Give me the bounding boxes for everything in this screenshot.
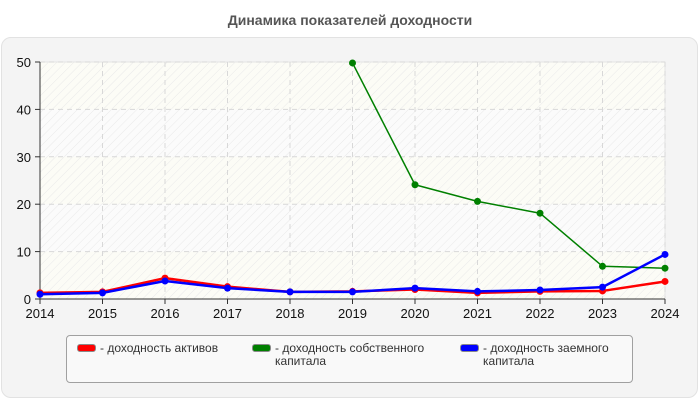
chart-title: Динамика показателей доходности <box>227 12 473 28</box>
legend-label: - доходность заемного капитала <box>483 341 609 368</box>
data-point[interactable] <box>411 181 419 189</box>
y-tick-label: 40 <box>17 102 31 117</box>
legend-item-debt: - доходность заемного капитала <box>460 342 609 368</box>
legend-item-equity: - доходность собственного капитала <box>252 342 424 368</box>
legend-swatch-green <box>252 344 271 352</box>
data-point[interactable] <box>224 284 231 292</box>
data-point[interactable] <box>36 290 44 298</box>
x-tick-label: 2021 <box>463 306 492 321</box>
data-point[interactable] <box>474 287 481 295</box>
data-series <box>36 59 669 298</box>
x-tick-label: 2019 <box>338 306 367 321</box>
x-tick-label: 2017 <box>213 306 242 321</box>
x-tick-label: 2016 <box>151 306 180 321</box>
x-tick-label: 2022 <box>526 306 555 321</box>
x-tick-label: 2023 <box>588 306 617 321</box>
y-tick-label: 50 <box>17 55 31 70</box>
y-tick-label: 0 <box>24 292 31 307</box>
x-tick-label: 2014 <box>26 306 55 321</box>
x-tick-label: 2015 <box>88 306 117 321</box>
data-point[interactable] <box>536 286 544 294</box>
data-point[interactable] <box>536 209 544 217</box>
data-point[interactable] <box>349 288 356 296</box>
series-2 <box>36 250 669 298</box>
data-point[interactable] <box>161 277 169 285</box>
data-point[interactable] <box>661 264 669 272</box>
data-point[interactable] <box>599 262 606 270</box>
gridlines <box>40 61 666 299</box>
data-point[interactable] <box>99 289 106 297</box>
legend: - доходность активов - доходность собств… <box>66 335 633 383</box>
data-point[interactable] <box>286 288 294 296</box>
legend-label: - доходность собственного капитала <box>275 341 425 368</box>
data-point[interactable] <box>411 284 419 292</box>
legend-item-assets: - доходность активов <box>77 342 218 355</box>
data-point[interactable] <box>661 250 669 258</box>
x-tick-label: 2018 <box>276 306 305 321</box>
x-tick-label: 2020 <box>401 306 430 321</box>
data-point[interactable] <box>474 197 481 205</box>
x-tick-label: 2024 <box>651 306 680 321</box>
y-tick-label: 10 <box>17 245 31 260</box>
legend-swatch-red <box>77 344 96 352</box>
axes: 0 10 20 30 40 50 2014 2015 2016 2017 2018 2019 2020 2… <box>17 55 680 321</box>
data-point[interactable] <box>349 59 356 67</box>
y-tick-label: 30 <box>17 150 31 165</box>
data-point[interactable] <box>661 277 669 285</box>
legend-swatch-blue <box>460 344 479 352</box>
data-point[interactable] <box>599 283 606 291</box>
y-tick-label: 20 <box>17 197 31 212</box>
series-1 <box>349 59 669 272</box>
legend-label: - доходность активов <box>100 341 219 355</box>
